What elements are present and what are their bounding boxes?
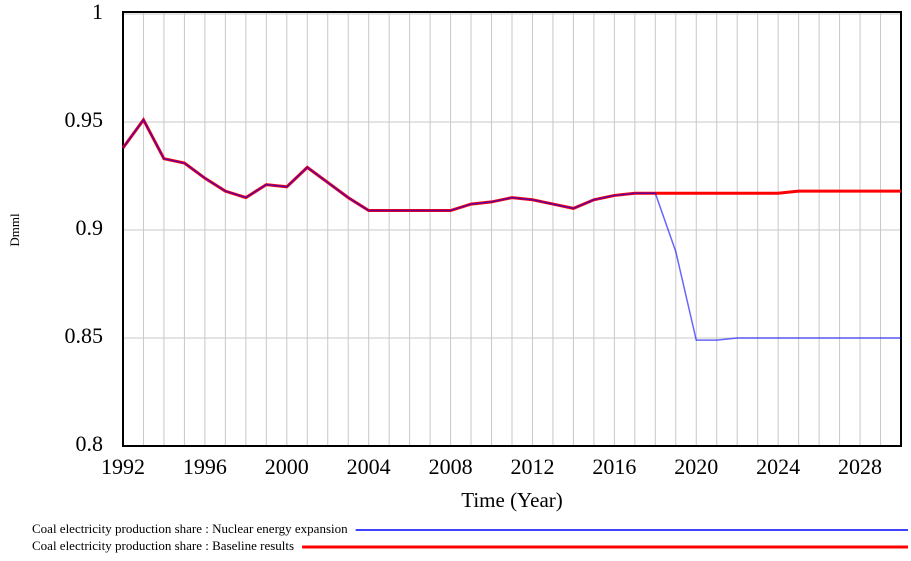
x-tick-label: 1992 bbox=[101, 454, 145, 479]
x-tick-label: 2020 bbox=[674, 454, 718, 479]
y-tick-label: 0.9 bbox=[76, 215, 104, 240]
x-tick-label: 1996 bbox=[183, 454, 227, 479]
series-line bbox=[122, 118, 901, 341]
legend-label: Coal electricity production share : Nucl… bbox=[32, 521, 348, 536]
y-tick-label: 0.85 bbox=[65, 323, 104, 348]
x-tick-label: 2016 bbox=[592, 454, 636, 479]
x-tick-label: 2004 bbox=[347, 454, 391, 479]
y-axis-label: Dmml bbox=[7, 213, 22, 247]
plot-frame bbox=[122, 11, 902, 447]
x-tick-label: 2000 bbox=[265, 454, 309, 479]
y-tick-label: 1 bbox=[92, 0, 103, 24]
x-tick-label: 2012 bbox=[510, 454, 554, 479]
y-tick-label: 0.8 bbox=[76, 431, 104, 456]
x-tick-label: 2024 bbox=[756, 454, 800, 479]
x-axis-label: Time (Year) bbox=[461, 488, 563, 512]
legend-label: Coal electricity production share : Base… bbox=[32, 538, 294, 553]
x-tick-label: 2008 bbox=[429, 454, 473, 479]
x-tick-label: 2028 bbox=[838, 454, 882, 479]
y-tick-label: 0.95 bbox=[65, 107, 104, 132]
